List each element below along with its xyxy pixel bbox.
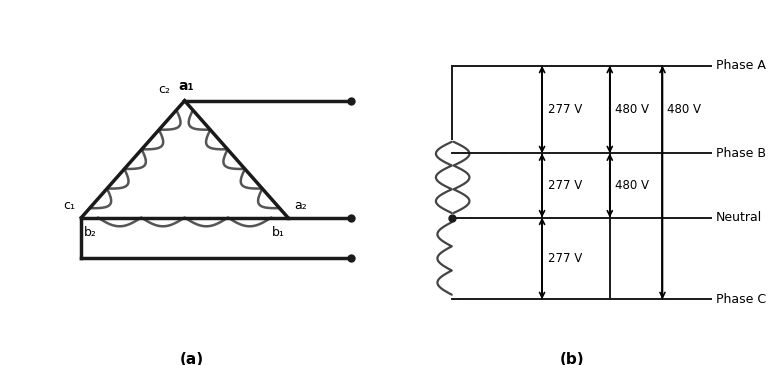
Text: b₁: b₁ [272, 226, 285, 239]
Text: 480 V: 480 V [615, 179, 650, 192]
Text: a₂: a₂ [294, 199, 307, 212]
Text: Phase B: Phase B [716, 147, 766, 160]
Text: 480 V: 480 V [667, 103, 701, 116]
Text: (a): (a) [180, 352, 204, 365]
Text: (b): (b) [560, 352, 584, 365]
Text: Phase A: Phase A [716, 59, 766, 72]
Text: a₁: a₁ [179, 78, 194, 93]
Text: c₂: c₂ [158, 83, 170, 96]
Text: 277 V: 277 V [548, 252, 582, 265]
Text: 277 V: 277 V [548, 179, 582, 192]
Text: 480 V: 480 V [615, 103, 650, 116]
Text: c₁: c₁ [63, 199, 74, 212]
Text: Phase C: Phase C [716, 293, 766, 306]
Text: 277 V: 277 V [548, 103, 582, 116]
Text: b₂: b₂ [84, 226, 98, 239]
Text: Neutral: Neutral [716, 211, 762, 224]
